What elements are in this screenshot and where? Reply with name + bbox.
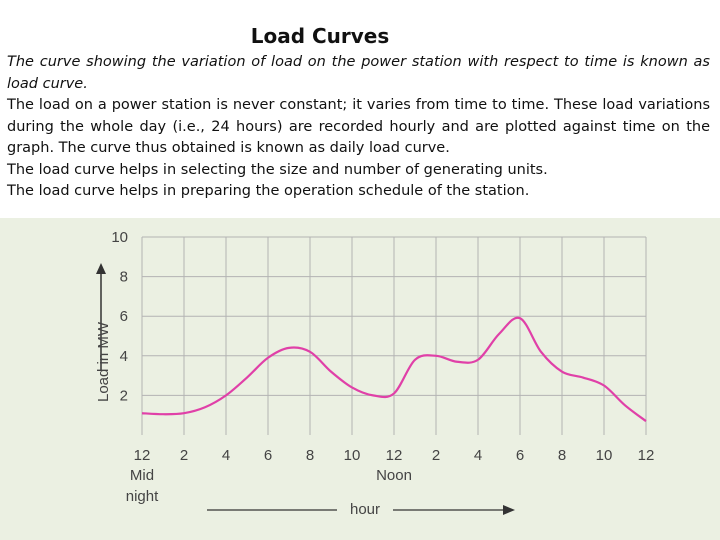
load-variation-paragraph: The load on a power station is never con… <box>7 97 710 156</box>
x-tick-label: 12 <box>134 447 151 464</box>
x-axis-ticks: 12 2 4 6 8 10 12 2 4 6 8 10 12 Mid night Noon <box>126 447 655 505</box>
y-axis-label: Load in MW <box>95 321 112 402</box>
x-tick-label: 10 <box>344 447 361 464</box>
page-title: Load Curves <box>250 24 390 48</box>
y-axis-arrow-head <box>96 263 106 274</box>
x-tick-label: 8 <box>558 447 566 464</box>
y-axis-ticks: 2 4 6 8 10 <box>111 229 128 404</box>
y-axis-label-group: Load in MW <box>95 263 112 402</box>
body-text: The curve showing the variation of load … <box>7 52 710 203</box>
x-tick-sublabel: Mid <box>130 467 154 484</box>
y-tick-label: 8 <box>120 269 128 286</box>
y-tick-label: 4 <box>120 348 128 365</box>
x-tick-label: 12 <box>386 447 403 464</box>
x-axis-arrow-head <box>503 505 515 515</box>
schedule-paragraph: The load curve helps in preparing the op… <box>7 183 530 199</box>
chart-grid <box>141 236 647 435</box>
y-tick-label: 10 <box>111 229 128 246</box>
x-tick-label: 4 <box>474 447 482 464</box>
load-curve-line <box>141 316 647 423</box>
x-tick-label: 4 <box>222 447 230 464</box>
x-tick-label: 6 <box>516 447 524 464</box>
unit-selection-paragraph: The load curve helps in selecting the si… <box>7 161 548 178</box>
x-tick-label: 8 <box>306 447 314 464</box>
load-curve-chart: 2 4 6 8 10 12 2 4 6 8 10 12 2 4 6 8 10 12 Mid night Noon Lo… <box>0 218 720 540</box>
x-tick-label: 2 <box>180 447 188 464</box>
x-tick-sublabel: night <box>126 488 159 505</box>
x-tick-sublabel: Noon <box>376 467 412 484</box>
definition-paragraph: The curve showing the variation of load … <box>7 54 710 92</box>
x-tick-label: 6 <box>264 447 272 464</box>
x-tick-label: 10 <box>596 447 613 464</box>
y-tick-label: 6 <box>120 308 128 325</box>
y-tick-label: 2 <box>120 387 128 404</box>
curve-layer <box>141 316 647 423</box>
x-axis-label: hour <box>350 501 380 518</box>
x-axis-label-group: hour <box>207 501 515 518</box>
x-tick-label: 2 <box>432 447 440 464</box>
x-tick-label: 12 <box>638 447 655 464</box>
